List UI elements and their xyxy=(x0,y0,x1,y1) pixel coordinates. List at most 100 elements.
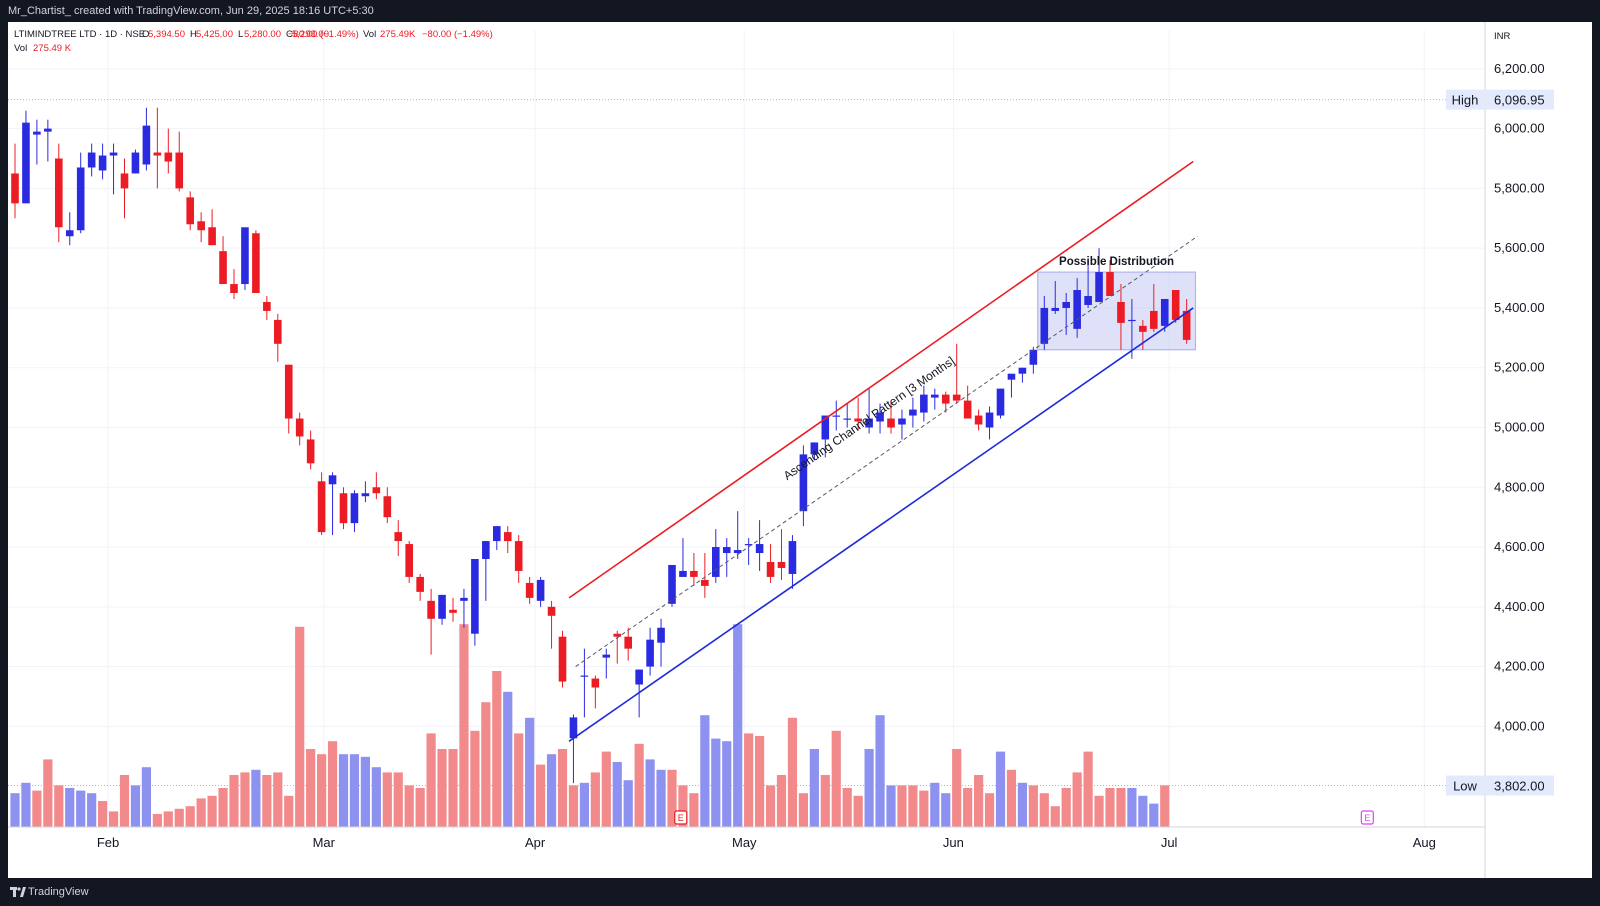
candle-body xyxy=(438,594,446,619)
legend-vol-change: −80.00 (−1.49%) xyxy=(422,29,493,40)
x-tick-label: Apr xyxy=(525,835,546,850)
candle-body xyxy=(1160,298,1169,326)
volume-bar xyxy=(229,775,239,827)
candle-body xyxy=(712,547,720,577)
candle-body xyxy=(810,442,819,455)
volume-bar xyxy=(273,772,283,827)
candle-body xyxy=(1139,325,1147,332)
volume-bar xyxy=(141,767,151,827)
candle-body xyxy=(974,415,983,425)
candle-body xyxy=(1007,373,1016,380)
x-tick-label: Mar xyxy=(313,835,336,850)
y-tick-label: 5,800.00 xyxy=(1494,180,1545,195)
candle-body xyxy=(76,167,85,231)
volume-bar xyxy=(1028,785,1038,827)
candle-body xyxy=(722,547,731,554)
volume-bar xyxy=(711,738,721,827)
volume-bar xyxy=(185,806,195,827)
candle-body xyxy=(843,418,851,420)
candle-body xyxy=(1182,310,1191,340)
candle-body xyxy=(230,284,238,294)
y-tick-label: 4,600.00 xyxy=(1494,539,1545,554)
volume-bar xyxy=(1127,788,1137,827)
legend-ohlc-value: 5,280.00 xyxy=(244,29,281,40)
legend-ohlc-key: H xyxy=(190,29,197,40)
candle-body xyxy=(372,487,381,494)
candle-body xyxy=(208,227,216,246)
candle-body xyxy=(1084,295,1092,305)
candle-body xyxy=(985,412,994,428)
volume-bar xyxy=(1138,795,1148,827)
candle-body xyxy=(744,544,753,546)
distribution-box[interactable] xyxy=(1037,271,1196,351)
volume-bar xyxy=(886,785,896,827)
candle-body xyxy=(909,409,917,416)
volume-bar xyxy=(108,811,119,827)
volume-bar xyxy=(382,772,392,827)
volume-bar xyxy=(842,788,852,827)
channel-lower-line[interactable] xyxy=(568,307,1194,742)
earnings-marker[interactable] xyxy=(1360,810,1374,825)
candle-body xyxy=(1117,301,1125,323)
candle-body xyxy=(1128,319,1136,322)
volume-bar xyxy=(809,749,819,827)
candle-body xyxy=(1150,310,1158,329)
tradingview-logo-icon xyxy=(10,887,26,897)
candle-body xyxy=(679,570,687,577)
volume-bar xyxy=(196,798,206,827)
candle-body xyxy=(306,439,315,464)
y-tick-label: 4,400.00 xyxy=(1494,599,1545,614)
volume-bar xyxy=(21,782,31,827)
legend-ohlc-key: O xyxy=(142,29,149,40)
x-tick-label: May xyxy=(732,835,757,850)
volume-bar xyxy=(733,624,743,827)
volume-bar xyxy=(349,754,360,827)
candle-body xyxy=(941,394,950,404)
channel-mid-line[interactable] xyxy=(575,235,1198,667)
volume-bar xyxy=(1149,803,1159,827)
volume-bar xyxy=(130,785,141,827)
volume-bar xyxy=(656,769,666,827)
candle-body xyxy=(197,221,205,231)
volume-bar xyxy=(765,785,776,827)
volume-bar xyxy=(952,749,962,827)
volume-bar xyxy=(623,780,633,827)
earnings-marker[interactable] xyxy=(674,810,688,825)
low-label-box xyxy=(1446,775,1484,796)
candle-body xyxy=(799,454,808,512)
volume-bar xyxy=(393,772,403,827)
volume-bar xyxy=(459,624,469,827)
volume-bar xyxy=(65,788,75,827)
candle-body xyxy=(931,394,939,398)
volume-bar xyxy=(98,801,108,827)
volume-bar xyxy=(667,769,677,827)
y-tick-label: 5,400.00 xyxy=(1494,300,1545,315)
volume-bar xyxy=(1061,788,1071,827)
channel-label: Ascending Channel Pattern [3 Months] xyxy=(781,354,957,483)
volume-bar xyxy=(437,749,447,827)
candle-body xyxy=(11,173,19,204)
volume-bar xyxy=(492,671,502,827)
candle-body xyxy=(898,418,906,425)
candle-body xyxy=(876,412,884,422)
volume-bar xyxy=(798,793,808,827)
candlestick-chart[interactable]: Ascending Channel Pattern [3 Months] Poss… xyxy=(8,22,1592,878)
earnings-marker-label: E xyxy=(1364,813,1370,823)
volume-line-label: Vol xyxy=(14,43,27,54)
candle-body xyxy=(646,639,654,667)
high-label: High xyxy=(1452,93,1479,108)
volume-bar xyxy=(404,785,414,827)
candle-body xyxy=(263,301,271,311)
candle-body xyxy=(153,152,162,156)
volume-bar xyxy=(317,754,327,827)
candle-body xyxy=(668,564,676,604)
volume-bar xyxy=(43,759,53,827)
volume-bar xyxy=(251,769,261,827)
channel-upper-line[interactable] xyxy=(568,160,1194,599)
candle-body xyxy=(416,576,424,592)
volume-bar xyxy=(1160,785,1170,827)
volume-bar xyxy=(536,764,546,827)
y-tick-label: 6,200.00 xyxy=(1494,61,1545,76)
volume-bar xyxy=(557,749,568,827)
candle-body xyxy=(405,544,413,577)
